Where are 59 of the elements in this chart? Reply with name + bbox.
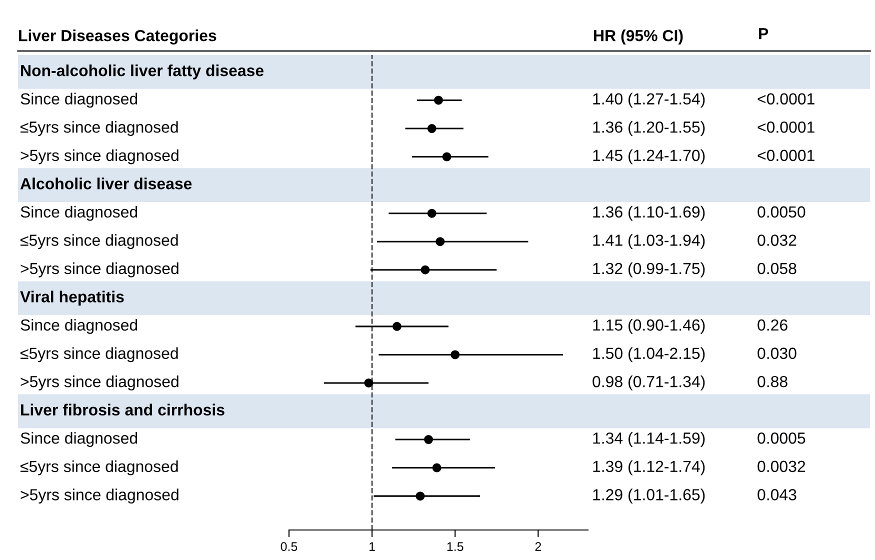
text: 0.032 xyxy=(758,234,796,246)
point xyxy=(450,350,460,360)
y-tick-label: >5yrs since diagnosed xyxy=(20,149,178,164)
text: HR (95% CI) xyxy=(594,30,683,44)
y-tick-label: >5yrs since diagnosed xyxy=(20,488,178,504)
data-label: 1.29 (1.01-1.65) xyxy=(593,488,705,504)
text: <0.0001 xyxy=(758,93,814,105)
y-tick-label: Viral hepatitis xyxy=(20,290,124,306)
y-tick-label: Since diagnosed xyxy=(20,318,138,334)
y-tick-label: ≤5yrs since diagnosed xyxy=(20,460,178,476)
text: 0.030 xyxy=(758,348,796,359)
text: <0.0001 xyxy=(758,150,814,162)
text: 0.0032 xyxy=(758,460,806,472)
point xyxy=(432,463,442,472)
y-tick-label: ≤5yrs since diagnosed xyxy=(20,121,178,136)
y-tick-label: Since diagnosed xyxy=(20,92,138,108)
y-tick-label: >5yrs since diagnosed xyxy=(20,262,178,278)
point xyxy=(442,152,452,162)
x-tick-label: 0.5 xyxy=(280,542,298,551)
text: 0.043 xyxy=(758,489,796,500)
x-tick-label: 1 xyxy=(370,542,375,551)
point xyxy=(427,208,436,218)
y-tick-label: ≤5yrs since diagnosed xyxy=(20,234,178,250)
text: 0.88 xyxy=(758,376,788,388)
data-label: 1.15 (0.90-1.46) xyxy=(593,318,705,334)
point xyxy=(427,124,436,134)
point xyxy=(364,378,374,388)
point xyxy=(416,492,425,501)
data-label: 1.32 (0.99-1.75) xyxy=(593,262,705,278)
x-tick-label: 2 xyxy=(535,542,542,551)
text: 0.058 xyxy=(758,262,796,274)
data-label: 1.39 (1.12-1.74) xyxy=(593,460,705,476)
data-label: 1.40 (1.27-1.54) xyxy=(593,92,705,108)
data-label: 1.41 (1.03-1.94) xyxy=(593,234,705,250)
y-tick-label: Alcoholic liver disease xyxy=(20,178,192,190)
point xyxy=(392,322,402,331)
text: P xyxy=(759,28,768,40)
text: 0.0005 xyxy=(758,432,806,444)
y-tick-label: Non-alcoholic liver fatty disease xyxy=(21,64,264,80)
point xyxy=(434,96,443,105)
text: 0.26 xyxy=(758,319,788,331)
data-label: 1.36 (1.20-1.55) xyxy=(593,121,705,136)
data-label: 1.34 (1.14-1.59) xyxy=(593,432,705,447)
y-tick-label: Since diagnosed xyxy=(20,432,138,447)
point xyxy=(436,237,445,246)
y-tick-label: Liver fibrosis and cirrhosis xyxy=(21,404,224,416)
data-label: 1.45 (1.24-1.70) xyxy=(593,149,705,164)
y-tick-label: >5yrs since diagnosed xyxy=(20,376,178,390)
text: <0.0001 xyxy=(758,121,814,133)
point xyxy=(420,265,430,274)
point xyxy=(424,435,434,444)
y-tick-label: ≤5yrs since diagnosed xyxy=(20,347,178,362)
text: Liver Diseases Categories xyxy=(19,30,216,44)
text: 0.0050 xyxy=(758,206,806,218)
data-label: 0.98 (0.71-1.34) xyxy=(592,376,705,390)
x-tick-label: 1.5 xyxy=(447,542,464,551)
data-label: 1.50 (1.04-2.15) xyxy=(593,347,705,362)
data-label: 1.36 (1.10-1.69) xyxy=(593,206,705,221)
y-tick-label: Since diagnosed xyxy=(20,206,138,221)
